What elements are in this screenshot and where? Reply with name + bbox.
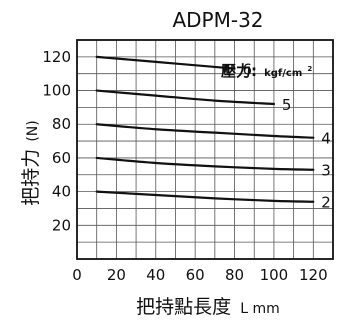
y-tick-label: 120 (42, 48, 71, 66)
series-line-3 (95, 156, 315, 171)
x-tick-label: 60 (186, 266, 205, 284)
plot-frame (76, 39, 334, 260)
legend: 壓力: kgf/cm 2 (221, 61, 312, 80)
y-tick-label: 20 (52, 216, 71, 234)
y-tick-label: 60 (52, 149, 71, 167)
svg-text:把持力 (N): 把持力 (N) (20, 120, 42, 206)
x-tick-label: 20 (107, 266, 126, 284)
y-axis-unit: (N) (25, 120, 41, 141)
series-label-2: 2 (321, 194, 331, 212)
x-axis-title: 把持點長度 (136, 296, 231, 318)
x-tick-label: 120 (299, 266, 328, 284)
y-tick-labels: 20 40 60 80 100 120 (42, 48, 71, 234)
x-tick-label: 0 (72, 266, 82, 284)
legend-label: 壓力: (221, 62, 257, 80)
legend-unit-superscript: 2 (307, 65, 312, 73)
y-tick-label: 40 (52, 183, 71, 201)
series-label-5: 5 (282, 96, 292, 114)
x-tick-label: 80 (225, 266, 244, 284)
chart-title: ADPM-32 (172, 8, 263, 32)
y-axis-title: 把持力 (20, 149, 42, 206)
series-label-4: 4 (321, 130, 331, 148)
x-axis-unit: L mm (240, 301, 280, 317)
x-tick-labels: 0 20 40 60 80 100 120 (72, 266, 327, 284)
series-line-5 (95, 89, 276, 106)
y-tick-label: 100 (42, 82, 71, 100)
y-axis-label: 把持力 (N) (20, 120, 42, 206)
series-line-2 (95, 190, 315, 203)
series-line-4 (95, 123, 315, 139)
legend-unit: kgf/cm (264, 68, 302, 79)
series-labels: 2 3 4 5 6 (243, 61, 331, 212)
series-label-6: 6 (243, 61, 253, 79)
series-label-3: 3 (321, 162, 331, 180)
x-tick-label: 100 (260, 266, 289, 284)
x-tick-label: 40 (146, 266, 165, 284)
series-line-6 (95, 55, 236, 70)
y-tick-label: 80 (52, 115, 71, 133)
series-lines (95, 55, 315, 203)
grid-lines (77, 40, 333, 259)
x-axis-label: 把持點長度 L mm (136, 296, 280, 318)
